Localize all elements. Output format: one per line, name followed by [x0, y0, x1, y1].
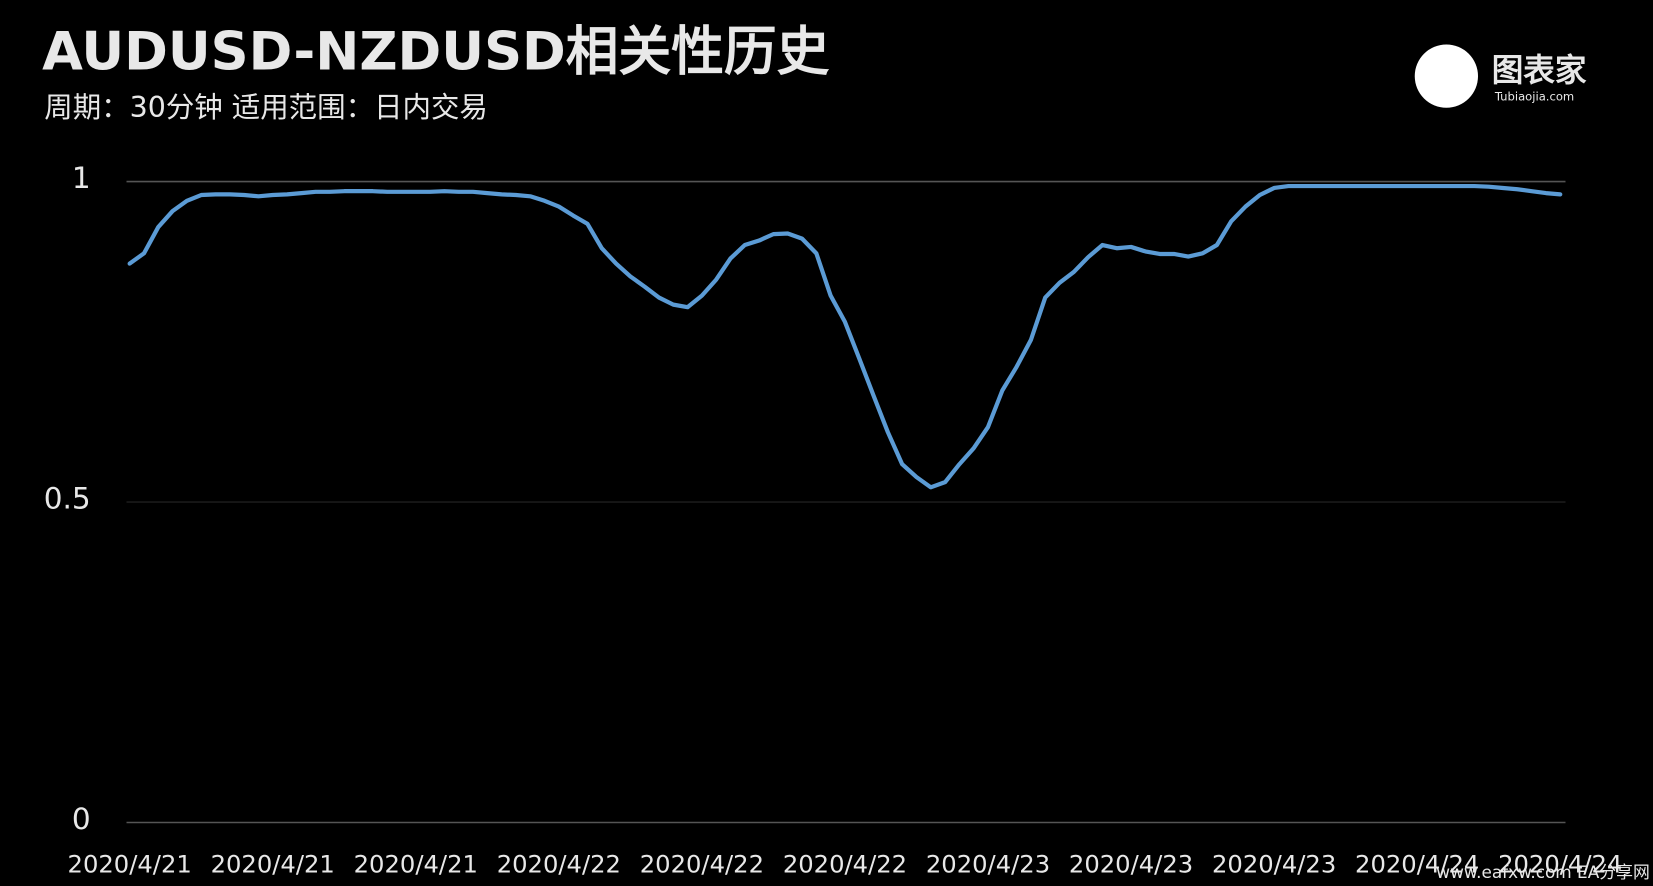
x-tick-label: 2020/4/22 — [497, 850, 621, 879]
y-tick-label: 0 — [72, 802, 91, 836]
logo-icon — [1414, 44, 1479, 108]
x-tick-label: 2020/4/24 — [1498, 850, 1622, 879]
chart-title: AUDUSD-NZDUSD相关性历史 — [42, 22, 829, 83]
x-tick-label: 2020/4/22 — [640, 850, 764, 879]
chart-subtitle: 周期：30分钟 适用范围：日内交易 — [44, 91, 488, 124]
y-tick-label: 0.5 — [44, 481, 91, 515]
x-tick-label: 2020/4/23 — [926, 850, 1050, 879]
x-tick-label: 2020/4/21 — [354, 850, 478, 879]
x-tick-label: 2020/4/21 — [68, 850, 192, 879]
x-tick-label: 2020/4/23 — [1069, 850, 1193, 879]
series-line — [127, 183, 1563, 490]
x-tick-label: 2020/4/22 — [783, 850, 907, 879]
x-tick-label: 2020/4/21 — [211, 850, 335, 879]
x-tick-label: 2020/4/24 — [1355, 850, 1479, 879]
logo-name: 图表家 — [1492, 52, 1587, 89]
watermark: www.eafxw.com EA分享网 — [1436, 862, 1650, 882]
y-tick-label: 1 — [72, 161, 91, 195]
logo-site: Tubiaojia.com — [1494, 90, 1574, 104]
plot: 0 0.5 1 2020/4/21 2020/4/21 2020/4/21 2020/4/2… — [44, 161, 1623, 879]
x-tick-label: 2020/4/23 — [1212, 850, 1336, 879]
